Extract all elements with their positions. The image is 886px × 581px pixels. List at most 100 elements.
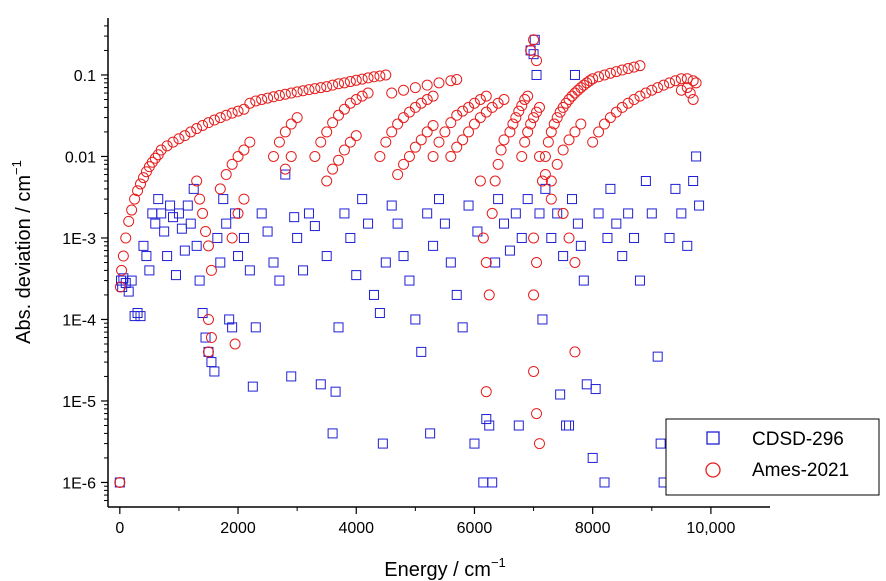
ames-point (616, 64, 628, 76)
ames-point (356, 90, 368, 102)
cdsd-point (469, 438, 480, 449)
ames-point (262, 92, 274, 104)
ames-point (232, 207, 244, 219)
ames-point (634, 90, 646, 102)
ames-point (433, 77, 445, 89)
cdsd-point (380, 257, 391, 268)
y-tick-labels: 1E-6 1E-5 1E-4 1E-3 0.01 0.1 (62, 68, 96, 493)
ames-point (415, 97, 427, 109)
ames-point (557, 207, 569, 219)
cdsd-point (676, 208, 687, 219)
ames-point (173, 133, 185, 145)
cdsd-point (197, 308, 208, 319)
ames-point (202, 117, 214, 129)
cdsd-point (230, 208, 241, 219)
cdsd-point (179, 245, 190, 256)
cdsd-point (351, 270, 362, 281)
cdsd-point (150, 218, 161, 229)
ames-point (123, 215, 135, 227)
ames-point (486, 101, 498, 113)
ames-point (386, 87, 398, 99)
x-tick-label: 2000 (220, 520, 256, 537)
cdsd-point (138, 240, 149, 251)
ames-point (575, 118, 587, 130)
cdsd-point (268, 257, 279, 268)
cdsd-point (191, 240, 202, 251)
ames-point (572, 84, 584, 96)
ames-point (421, 94, 433, 105)
ames-point (483, 289, 495, 301)
ames-point (232, 150, 244, 162)
ames-point (398, 112, 410, 124)
cdsd-point (484, 420, 495, 431)
ames-point (477, 232, 489, 244)
ames-point (548, 118, 560, 130)
ames-point (474, 94, 486, 105)
ames-point (327, 117, 339, 129)
cdsd-point (640, 176, 651, 186)
ames-point (297, 85, 309, 97)
ames-point (569, 257, 581, 268)
ames-point (539, 150, 551, 162)
cdsd-point (525, 45, 536, 56)
cdsd-point (215, 257, 226, 268)
ames-point (569, 346, 581, 358)
ames-point (268, 150, 279, 162)
cdsd-point (572, 218, 583, 229)
ames-point (321, 81, 333, 93)
ames-point (610, 66, 622, 78)
cdsd-point (165, 200, 176, 211)
ames-point (315, 82, 327, 94)
ames-point (545, 193, 557, 205)
ames-point (374, 70, 386, 82)
cdsd-point (129, 311, 140, 322)
cdsd-point (303, 208, 314, 219)
ames-point (445, 150, 457, 162)
cdsd-point (182, 200, 193, 211)
ames-point (587, 73, 599, 85)
ames-point (495, 144, 507, 156)
x-tick-label: 10,000 (686, 520, 735, 537)
ames-point (161, 140, 173, 152)
ames-point (690, 77, 702, 89)
ames-point (362, 87, 374, 99)
cdsd-point (472, 226, 483, 237)
cdsd-point (162, 251, 173, 262)
ames-point (513, 105, 525, 117)
ames-point (333, 78, 345, 90)
ames-point (604, 67, 616, 79)
ames-point (120, 232, 132, 244)
cdsd-point (339, 208, 350, 219)
cdsd-point (244, 265, 255, 276)
ames-point (415, 134, 427, 146)
cdsd-point (147, 208, 158, 219)
ames-point (563, 94, 575, 105)
cdsd-point (564, 420, 575, 431)
ames-point (519, 136, 531, 148)
cdsd-point (623, 208, 634, 219)
ames-point (327, 79, 339, 91)
ames-point (675, 73, 687, 85)
ames-point (135, 178, 147, 190)
cdsd-point (315, 379, 326, 390)
ames-point (474, 175, 486, 187)
ames-point (628, 94, 640, 105)
ames-point (504, 126, 516, 138)
cdsd-point (599, 477, 610, 488)
ames-point (516, 100, 528, 112)
ames-point (191, 175, 203, 187)
cdsd-point (561, 420, 572, 431)
cdsd-point (516, 232, 527, 243)
ames-point (273, 136, 285, 148)
ames-point (507, 118, 519, 130)
cdsd-point (478, 477, 489, 488)
cdsd-point (309, 221, 320, 232)
cdsd-point (691, 151, 702, 162)
y-tick-label: 1E-3 (62, 231, 96, 248)
ames-point (525, 44, 537, 56)
ames-point (480, 90, 492, 102)
cdsd-point (670, 183, 681, 194)
ames-point (451, 141, 463, 153)
ames-point (321, 175, 333, 187)
